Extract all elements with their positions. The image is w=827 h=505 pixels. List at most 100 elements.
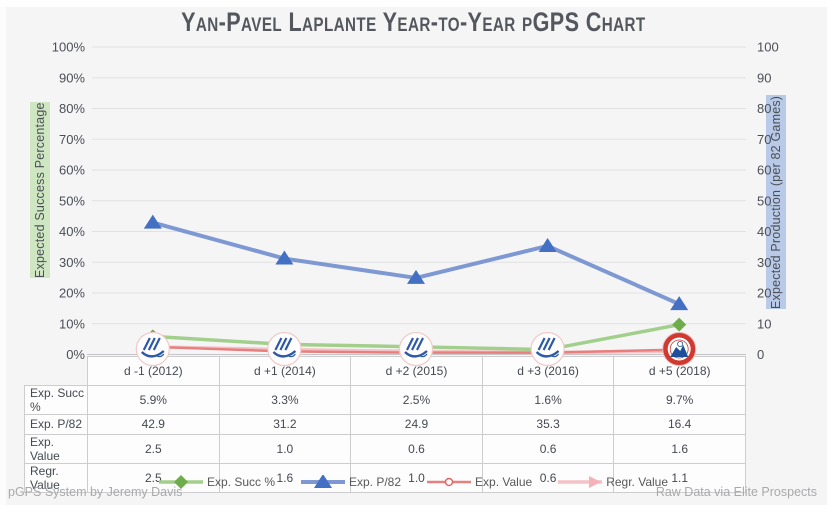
left-tick-label: 70%: [59, 132, 85, 147]
diamond-marker: [173, 475, 188, 489]
diamond-marker: [277, 337, 292, 352]
table-value-cell: 1.0: [218, 433, 352, 464]
table-row-header: Exp. Succ %: [24, 385, 88, 415]
triangle-marker: [275, 250, 294, 265]
chart-legend: Exp. Succ % Exp. P/82 Exp. Value Regr. Valu…: [0, 475, 827, 489]
x-axis-category-label: d +2 (2015): [350, 356, 483, 386]
right-axis-title: Expected Production (per 82 Games): [766, 95, 786, 309]
series-line-exp-succ-: [151, 322, 681, 352]
legend-key-arrow: [558, 476, 603, 488]
table-value-cell: 9.7%: [613, 385, 746, 415]
series-line-exp-p-82: [150, 220, 682, 307]
table-value-cell: 2.5%: [350, 385, 483, 415]
legend-key-circle: [427, 477, 472, 487]
left-tick-labels: 100%90%80%70%60%50%40%30%20%10%0%: [52, 40, 86, 363]
legend-item-regr-value: Regr. Value: [558, 475, 668, 489]
logo-hatch: [537, 337, 556, 351]
circle-marker: [674, 345, 684, 354]
diamond-marker: [672, 317, 687, 332]
triangle-marker: [538, 237, 557, 252]
right-tick-label: 10: [757, 316, 771, 331]
left-tick-label: 20%: [59, 286, 85, 301]
table-value-cell: 31.2: [218, 414, 352, 435]
left-tick-label: 10%: [59, 316, 85, 331]
table-value-cell: 2.5: [87, 433, 220, 464]
right-tick-label: 90: [757, 70, 771, 85]
triangle-marker: [670, 296, 689, 311]
table-value-cell: 0.6: [350, 433, 483, 464]
left-tick-label: 50%: [59, 193, 85, 208]
table-corner: [25, 357, 88, 386]
left-tick-label: 90%: [59, 70, 85, 85]
table-row-header: Exp. Value: [24, 433, 88, 464]
triangle-marker: [143, 214, 162, 229]
chart-title-text: Yan-Pavel Laplante Year-to-Year pGPS Cha…: [181, 7, 646, 37]
legend-item-exp-succ-: Exp. Succ %: [158, 475, 275, 489]
table-value-cell: 1.6%: [481, 385, 615, 415]
table-value-cell: 42.9: [87, 414, 220, 435]
table-row-header: Exp. P/82: [24, 414, 88, 435]
legend-label: Exp. P/82: [349, 475, 402, 489]
legend-key-triangle: [301, 475, 345, 488]
logo-hatch: [274, 337, 293, 351]
left-tick-label: 30%: [59, 255, 85, 270]
gridlines: [87, 46, 746, 355]
right-tick-label: 100: [757, 40, 779, 55]
chart-title: Yan-Pavel Laplante Year-to-Year pGPS Cha…: [0, 7, 827, 38]
x-axis-category-label: d -1 (2012): [87, 356, 220, 386]
diamond-marker: [145, 329, 160, 344]
legend-item-exp-value: Exp. Value: [427, 475, 532, 489]
data-table: d -1 (2012) d +1 (2014) d +2 (2015) d +3 (2…: [24, 356, 746, 493]
triangle-marker: [407, 269, 425, 284]
table-value-cell: 1.6: [613, 433, 746, 464]
diamond-marker: [409, 339, 423, 354]
table-value-cell: 24.9: [350, 414, 483, 435]
series-markers-exp-value: [148, 342, 684, 357]
left-tick-label: 40%: [59, 224, 85, 239]
legend-label: Exp. Value: [475, 475, 533, 489]
table-row-header: Regr. Value: [24, 462, 88, 493]
left-tick-label: 60%: [59, 163, 85, 178]
right-tick-label: 0: [757, 347, 764, 362]
table-value-cell: 5.9%: [87, 385, 220, 415]
series-markers-exp-succ-: [145, 317, 687, 357]
series-line-exp-value: [151, 345, 681, 354]
footer-credit-left: pGPS System by Jeremy Davis: [8, 485, 183, 499]
table-value-cell: 16.4: [613, 414, 746, 435]
logo-figure: [677, 340, 684, 347]
left-tick-label: 80%: [59, 101, 85, 116]
circle-marker: [148, 342, 158, 352]
series-line-regr-value: [151, 345, 681, 355]
left-frame-edge: [0, 0, 6, 505]
x-axis-category-label: d +3 (2016): [481, 356, 615, 386]
table-value-cell: 1.1: [613, 462, 746, 493]
legend-label: Regr. Value: [606, 475, 669, 489]
top-frame-edge: [0, 0, 827, 7]
left-tick-label: 100%: [52, 40, 86, 55]
plot-area: 100%90%80%70%60%50%40%30%20%10%0%1009080…: [52, 40, 779, 367]
footer-credit-right: Raw Data via Elite Prospects: [655, 485, 817, 499]
diamond-marker: [540, 342, 555, 357]
table-value-cell: 2.5: [87, 462, 220, 493]
table-value-cell: 35.3: [481, 414, 615, 435]
legend-item-exp-p-82: Exp. P/82: [301, 475, 401, 489]
logo-hatch: [142, 337, 161, 351]
table-value-cell: 1.6: [218, 462, 352, 493]
legend-key-diamond: [158, 475, 203, 489]
logo-hatch: [406, 337, 424, 351]
triangle-marker: [314, 475, 332, 488]
circle-marker: [280, 347, 289, 356]
x-axis-category-label: d +5 (2018): [613, 356, 746, 386]
circle-marker: [444, 477, 454, 487]
arrow-marker: [589, 476, 602, 488]
table-value-cell: 3.3%: [218, 385, 352, 415]
series-markers-exp-p-82: [143, 214, 689, 311]
arrow-marker: [279, 343, 292, 356]
table-value-cell: 1.0: [350, 462, 483, 493]
legend-label: Exp. Succ %: [206, 475, 275, 489]
arrow-marker: [147, 340, 160, 353]
left-axis-title: Expected Success Percentage: [30, 102, 50, 278]
x-axis-category-label: d +1 (2014): [218, 356, 352, 386]
table-value-cell: 0.6: [481, 433, 615, 464]
